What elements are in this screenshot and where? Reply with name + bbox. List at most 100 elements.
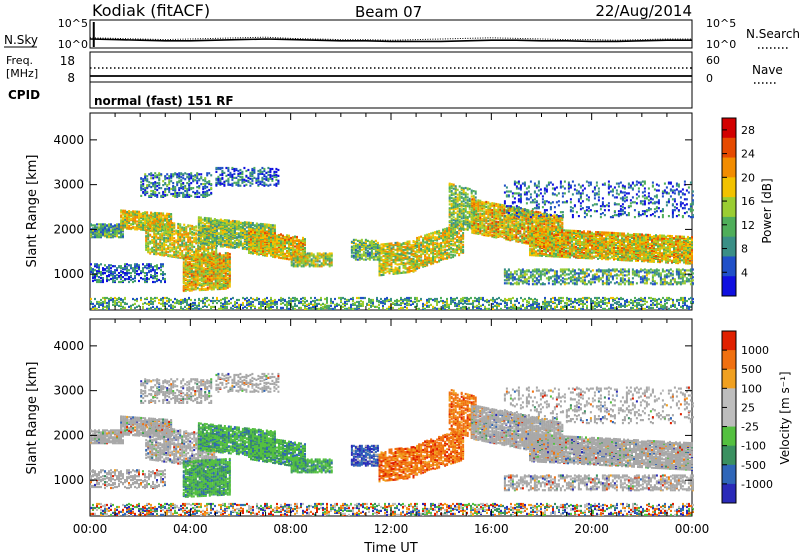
echo-cell	[224, 254, 227, 257]
echo-cell	[134, 226, 137, 229]
echo-cell	[420, 235, 423, 238]
echo-cell	[167, 228, 170, 231]
echo-cell	[190, 254, 193, 257]
echo-cell	[154, 183, 157, 186]
echo-cell	[422, 259, 425, 262]
echo-cell	[260, 237, 262, 240]
echo-cell	[438, 247, 441, 250]
echo-cell	[358, 253, 361, 256]
echo-cell	[116, 233, 118, 236]
echo-cell	[150, 276, 152, 279]
echo-cell	[254, 229, 256, 232]
echo-cell	[197, 229, 200, 232]
echo-cell	[396, 241, 399, 244]
echo-cell	[205, 236, 208, 239]
echo-cell	[204, 177, 207, 180]
echo-cell	[422, 241, 425, 245]
echo-cell	[424, 247, 427, 250]
echo-cell	[120, 236, 122, 239]
echo-cell	[252, 228, 254, 231]
echo-cell	[94, 224, 96, 227]
echo-cell	[290, 239, 292, 242]
echo-cell	[432, 243, 435, 246]
echo-cell	[165, 225, 168, 228]
echo-cell	[396, 252, 399, 255]
echo-cell	[250, 232, 252, 235]
echo-cell	[406, 261, 409, 264]
echo-cell	[288, 254, 290, 257]
echo-cell	[136, 223, 139, 226]
echo-cell	[406, 247, 409, 250]
echo-cell	[156, 272, 158, 275]
echo-cell	[126, 226, 129, 229]
echo-cell	[257, 169, 260, 173]
echo-cell	[358, 247, 361, 250]
echo-cell	[186, 191, 189, 195]
echo-cell	[144, 187, 147, 190]
echo-cell	[166, 217, 169, 220]
echo-cell	[170, 173, 173, 176]
echo-cell	[152, 280, 154, 284]
echo-cell	[157, 242, 160, 245]
echo-cell	[233, 172, 236, 175]
echo-cell	[187, 249, 190, 253]
echo-cell	[274, 236, 276, 239]
echo-cell	[364, 255, 367, 258]
echo-cell	[408, 246, 411, 249]
echo-cell	[420, 243, 423, 246]
echo-cell	[261, 223, 264, 226]
echo-cell	[164, 190, 167, 194]
echo-cell	[410, 244, 413, 247]
echo-cell	[269, 183, 272, 186]
echo-cell	[192, 257, 195, 260]
echo-cell	[200, 183, 203, 186]
echo-cell	[210, 174, 213, 177]
echo-cell	[221, 166, 224, 170]
echo-cell	[222, 262, 225, 265]
echo-cell	[218, 282, 221, 285]
echo-cell	[440, 251, 443, 255]
echo-cell	[190, 257, 193, 261]
echo-cell	[140, 272, 142, 275]
echo-cell	[368, 256, 371, 259]
echo-cell	[134, 210, 137, 213]
echo-cell	[258, 236, 260, 239]
echo-cell	[144, 188, 147, 192]
echo-cell	[146, 263, 148, 266]
echo-cell	[164, 277, 166, 281]
echo-cell	[152, 189, 155, 193]
echo-cell	[164, 178, 167, 181]
echo-cell	[296, 253, 299, 256]
echo-cell	[215, 225, 218, 228]
echo-cell	[130, 272, 132, 275]
echo-cell	[426, 258, 429, 261]
echo-cell	[432, 255, 435, 258]
echo-cell	[404, 262, 407, 265]
echo-cell	[231, 241, 234, 244]
echo-cell	[221, 236, 224, 239]
echo-cell	[114, 279, 116, 283]
cpid-label: CPID	[8, 88, 40, 102]
echo-cell	[310, 254, 313, 257]
echo-cell	[272, 235, 274, 238]
echo-cell	[402, 253, 405, 257]
echo-cell	[428, 233, 431, 236]
echo-cell	[224, 264, 227, 268]
echo-cell	[324, 255, 327, 258]
echo-cell	[194, 277, 197, 280]
echo-cell	[190, 194, 193, 197]
echo-cell	[422, 245, 425, 248]
echo-cell	[233, 169, 236, 173]
echo-cell	[154, 172, 157, 175]
echo-cell	[237, 220, 240, 223]
echo-cell	[208, 287, 211, 290]
echo-cell	[134, 266, 136, 269]
echo-cell	[416, 236, 419, 240]
echo-cell	[223, 171, 226, 174]
echo-cell	[173, 250, 176, 254]
echo-cell	[198, 288, 201, 291]
echo-cell	[102, 228, 104, 231]
echo-cell	[422, 237, 425, 240]
echo-cell	[196, 189, 199, 193]
echo-cell	[158, 172, 161, 175]
